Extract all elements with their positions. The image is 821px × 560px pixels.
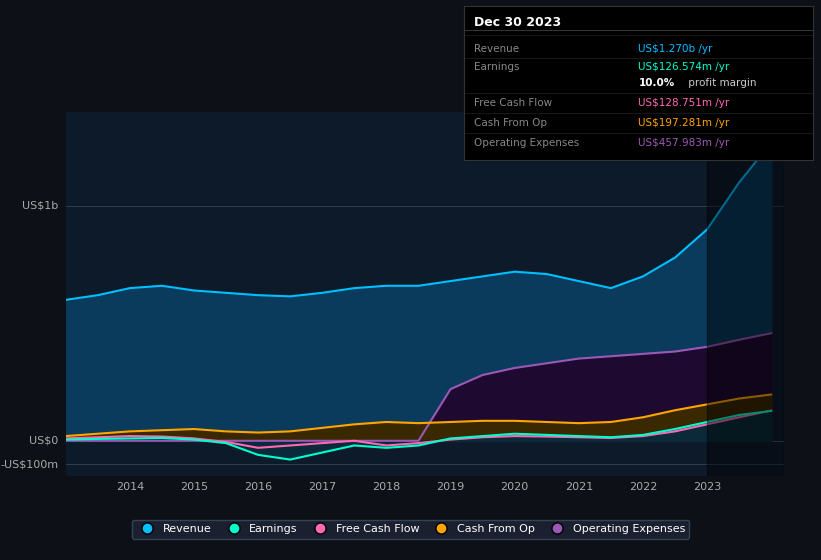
Text: US$0: US$0 <box>30 436 58 446</box>
Text: US$197.281m /yr: US$197.281m /yr <box>639 118 730 128</box>
Text: US$126.574m /yr: US$126.574m /yr <box>639 62 730 72</box>
Text: Dec 30 2023: Dec 30 2023 <box>475 16 562 29</box>
Text: Earnings: Earnings <box>475 62 520 72</box>
Text: US$128.751m /yr: US$128.751m /yr <box>639 97 730 108</box>
Bar <box>707 112 784 476</box>
Text: US$1b: US$1b <box>22 201 58 211</box>
Text: Operating Expenses: Operating Expenses <box>475 138 580 148</box>
Text: US$1.270b /yr: US$1.270b /yr <box>639 44 713 54</box>
Text: 10.0%: 10.0% <box>639 78 675 87</box>
Text: Cash From Op: Cash From Op <box>475 118 548 128</box>
Text: Free Cash Flow: Free Cash Flow <box>475 97 553 108</box>
Text: Revenue: Revenue <box>475 44 520 54</box>
Text: -US$100m: -US$100m <box>0 459 58 469</box>
Legend: Revenue, Earnings, Free Cash Flow, Cash From Op, Operating Expenses: Revenue, Earnings, Free Cash Flow, Cash … <box>131 520 690 539</box>
Text: US$457.983m /yr: US$457.983m /yr <box>639 138 730 148</box>
Text: profit margin: profit margin <box>686 78 757 87</box>
